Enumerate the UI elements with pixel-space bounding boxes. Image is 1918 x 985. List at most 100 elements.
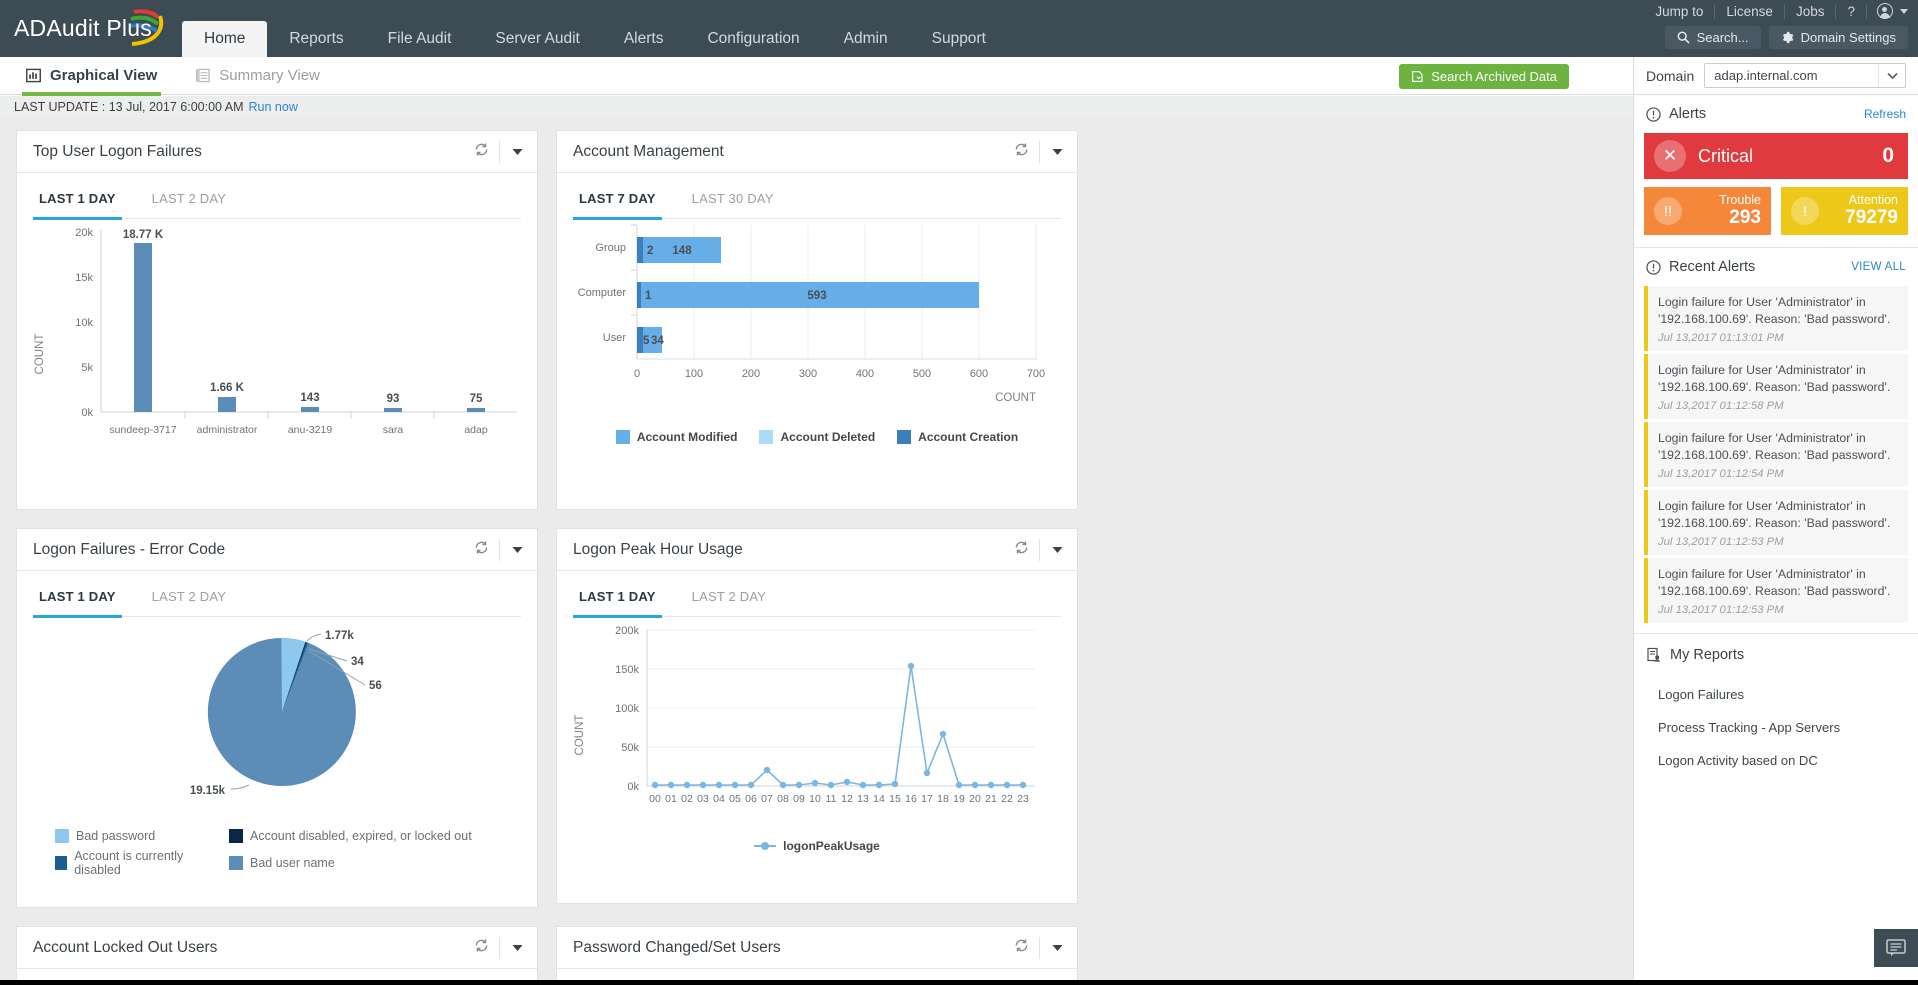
chevron-down-icon[interactable] [1900, 8, 1908, 14]
refresh-icon[interactable] [1014, 142, 1029, 162]
recent-alerts-title: Recent Alerts [1669, 259, 1756, 275]
chevron-down-icon[interactable] [512, 143, 523, 161]
chevron-down-icon[interactable] [1052, 143, 1063, 161]
alert-timestamp: Jul 13,2017 01:12:53 PM [1658, 603, 1784, 616]
tab-last-1-day[interactable]: LAST 1 DAY [33, 179, 122, 220]
refresh-icon[interactable] [474, 938, 489, 958]
svg-text:20: 20 [969, 793, 981, 805]
help-link[interactable]: ? [1847, 3, 1855, 19]
svg-text:100: 100 [685, 368, 703, 380]
app-logo[interactable]: ADAudit Plus [0, 0, 182, 57]
widget-header: Account Management [557, 131, 1077, 173]
svg-text:COUNT: COUNT [995, 392, 1036, 404]
domain-select[interactable]: adap.internal.com [1704, 63, 1906, 88]
chevron-down-icon[interactable] [512, 939, 523, 957]
chevron-down-icon[interactable] [512, 541, 523, 559]
list-item[interactable]: Login failure for User 'Administrator' i… [1644, 557, 1908, 623]
svg-text:administrator: administrator [197, 424, 258, 436]
nav-item-reports[interactable]: Reports [289, 29, 344, 47]
dashboard-canvas: Top User Logon Failures LAST 1 DAY LAST … [0, 118, 1633, 985]
jobs-link[interactable]: Jobs [1795, 3, 1825, 19]
refresh-icon[interactable] [474, 540, 489, 560]
report-item-process-tracking[interactable]: Process Tracking - App Servers [1658, 719, 1841, 735]
alert-tile-attention[interactable]: ! Attention 79279 [1781, 187, 1908, 235]
alert-circle-icon [1646, 106, 1661, 122]
legend-item[interactable]: logonPeakUsage [754, 839, 880, 853]
widget-logon-peak-hour-usage: Logon Peak Hour Usage LAST 1 DAY LAST 2 … [556, 528, 1078, 904]
legend-item[interactable]: Bad password [55, 829, 213, 843]
refresh-icon[interactable] [1014, 938, 1029, 958]
widget-period-tabs: LAST 1 DAY LAST 2 DAY [33, 179, 521, 220]
search-archived-data-label: Search Archived Data [1431, 69, 1557, 84]
nav-item-file-audit[interactable]: File Audit [387, 29, 452, 47]
refresh-icon[interactable] [474, 142, 489, 162]
chevron-down-icon[interactable] [1878, 64, 1905, 87]
svg-text:500: 500 [913, 368, 931, 380]
nav-item-support[interactable]: Support [931, 29, 986, 47]
list-item[interactable]: Login failure for User 'Administrator' i… [1644, 353, 1908, 419]
svg-text:sara: sara [383, 424, 404, 436]
report-item-logon-failures[interactable]: Logon Failures [1658, 686, 1744, 702]
alerts-refresh-link[interactable]: Refresh [1863, 107, 1906, 121]
legend-item[interactable]: Account is currently disabled [55, 849, 213, 877]
chat-support-button[interactable] [1874, 929, 1918, 967]
search-archived-data-button[interactable]: Search Archived Data [1399, 64, 1569, 89]
legend-item[interactable]: Account Deleted [759, 430, 875, 444]
tab-last-7-day[interactable]: LAST 7 DAY [573, 179, 662, 220]
tab-summary-view[interactable]: Summary View [191, 57, 324, 95]
svg-text:COUNT: COUNT [574, 715, 586, 756]
nav-item-admin[interactable]: Admin [843, 29, 888, 47]
chart-logon-failures-error-code: 1.77k 34 56 19.15k Bad password Account … [17, 617, 537, 877]
run-now-link[interactable]: Run now [248, 100, 298, 114]
divider [1866, 3, 1867, 19]
tab-graphical-view[interactable]: Graphical View [22, 57, 162, 96]
view-all-link[interactable]: VIEW ALL [1851, 261, 1906, 273]
legend-item[interactable]: Account Modified [615, 430, 737, 444]
list-item[interactable]: Login failure for User 'Administrator' i… [1644, 489, 1908, 555]
nav-item-home[interactable]: Home [182, 21, 268, 57]
alert-text: Login failure for User 'Administrator' i… [1658, 362, 1891, 394]
domain-settings-button[interactable]: Domain Settings [1768, 26, 1908, 49]
alert-tile-trouble[interactable]: !! Trouble 293 [1644, 187, 1771, 235]
tab-last-2-day[interactable]: LAST 2 DAY [691, 589, 767, 604]
nav-item-server-audit[interactable]: Server Audit [495, 29, 580, 47]
svg-text:600: 600 [970, 368, 988, 380]
my-reports-header: My Reports [1634, 634, 1918, 676]
alert-tile-attention-text: Attention 79279 [1828, 194, 1898, 227]
widget-grid: Top User Logon Failures LAST 1 DAY LAST … [16, 130, 1617, 985]
user-avatar-icon[interactable] [1877, 3, 1893, 19]
tab-last-1-day[interactable]: LAST 1 DAY [33, 577, 122, 618]
chart-top-user-logon-failures: COUNT 20k 15k 10k 5k 0k 18.77 K 1.66 K 1… [17, 219, 537, 474]
chevron-down-icon[interactable] [1052, 541, 1063, 559]
search-button[interactable]: Search... [1664, 26, 1761, 49]
svg-text:148: 148 [672, 245, 692, 257]
tab-last-1-day[interactable]: LAST 1 DAY [573, 577, 662, 618]
jump-to-link[interactable]: Jump to [1655, 3, 1704, 19]
list-item[interactable]: Login failure for User 'Administrator' i… [1644, 421, 1908, 487]
alert-tile-trouble-text: Trouble 293 [1691, 194, 1761, 227]
tab-last-2-day[interactable]: LAST 2 DAY [151, 589, 227, 604]
svg-text:anu-3219: anu-3219 [288, 424, 333, 436]
legend-item[interactable]: Account Creation [897, 430, 1018, 444]
svg-text:93: 93 [387, 393, 400, 405]
my-reports-list: Logon Failures Process Tracking - App Se… [1634, 676, 1918, 777]
legend-item[interactable]: Bad user name [229, 849, 335, 877]
license-link[interactable]: License [1726, 3, 1773, 19]
nav-item-alerts[interactable]: Alerts [623, 29, 664, 47]
legend-item[interactable]: Account disabled, expired, or locked out [229, 829, 472, 843]
tab-last-2-day[interactable]: LAST 2 DAY [151, 191, 227, 206]
alert-tile-critical[interactable]: ✕ Critical 0 [1644, 133, 1908, 179]
last-update-bar: LAST UPDATE : 13 Jul, 2017 6:00:00 AM Ru… [0, 96, 1633, 118]
svg-text:75: 75 [470, 393, 483, 405]
svg-text:09: 09 [793, 793, 805, 805]
chevron-down-icon[interactable] [1052, 939, 1063, 957]
svg-text:10: 10 [809, 793, 821, 805]
domain-select-value: adap.internal.com [1714, 68, 1818, 83]
tab-last-30-day[interactable]: LAST 30 DAY [691, 191, 774, 206]
refresh-icon[interactable] [1014, 540, 1029, 560]
widget-account-management: Account Management LAST 7 DAY LAST 30 DA… [556, 130, 1078, 510]
svg-text:593: 593 [807, 290, 826, 302]
list-item[interactable]: Login failure for User 'Administrator' i… [1644, 286, 1908, 351]
report-item-logon-activity-dc[interactable]: Logon Activity based on DC [1658, 752, 1818, 768]
nav-item-configuration[interactable]: Configuration [707, 29, 800, 47]
